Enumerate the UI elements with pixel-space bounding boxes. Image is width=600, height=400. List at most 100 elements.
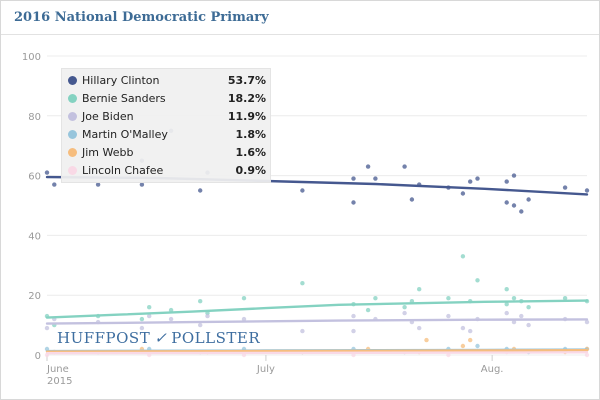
- data-point: [351, 200, 356, 205]
- legend-label: Lincoln Chafee: [82, 164, 164, 177]
- data-point: [198, 188, 203, 193]
- y-tick-label: 0: [35, 351, 41, 362]
- legend-item[interactable]: Joe Biden 11.9%: [62, 108, 270, 126]
- data-point: [519, 313, 524, 319]
- data-point: [44, 325, 50, 331]
- trend-line: [45, 349, 589, 353]
- y-tick-label: 100: [22, 52, 41, 63]
- legend-value: 18.2%: [227, 92, 266, 105]
- data-point: [147, 305, 152, 310]
- brand-huffpost: HUFFPOST: [57, 329, 151, 347]
- data-point: [300, 281, 305, 286]
- data-point: [417, 287, 422, 292]
- x-tick-label: July: [256, 364, 275, 375]
- legend-value: 1.6%: [235, 146, 266, 159]
- data-point: [241, 316, 247, 322]
- legend-item[interactable]: Martin O'Malley 1.8%: [62, 126, 270, 144]
- data-point: [562, 296, 568, 301]
- data-point: [300, 188, 305, 193]
- data-point: [446, 313, 451, 319]
- data-point: [504, 287, 509, 292]
- data-point: [198, 299, 203, 304]
- data-point: [526, 197, 531, 202]
- data-point: [365, 164, 371, 169]
- data-point: [147, 313, 152, 319]
- data-point: [526, 305, 531, 310]
- data-point: [402, 310, 407, 316]
- chart-legend: Hillary Clinton 53.7% Bernie Sanders 18.2% J…: [61, 68, 271, 183]
- legend-item[interactable]: Jim Webb 1.6%: [62, 144, 270, 162]
- legend-swatch-icon: [68, 94, 77, 103]
- legend-item[interactable]: Lincoln Chafee 0.9%: [62, 162, 270, 180]
- data-point: [504, 310, 509, 316]
- legend-swatch-icon: [68, 130, 77, 139]
- data-point: [511, 296, 517, 301]
- data-point: [300, 328, 305, 334]
- data-point: [504, 200, 509, 205]
- data-point: [417, 325, 422, 331]
- trend-line: [45, 318, 589, 325]
- legend-value: 0.9%: [235, 164, 266, 177]
- legend-swatch-icon: [68, 166, 77, 175]
- data-point: [373, 176, 378, 181]
- data-point: [139, 182, 145, 187]
- legend-swatch-icon: [68, 112, 77, 121]
- legend-label: Martin O'Malley: [82, 128, 168, 141]
- data-point: [168, 316, 174, 322]
- legend-label: Bernie Sanders: [82, 92, 166, 105]
- y-tick-label: 80: [28, 112, 41, 123]
- data-point: [584, 319, 590, 325]
- data-point: [446, 352, 451, 358]
- trend-line: [45, 299, 589, 319]
- data-point: [139, 316, 145, 322]
- legend-label: Hillary Clinton: [82, 74, 160, 87]
- x-tick-label: Aug.: [481, 364, 504, 375]
- data-point: [511, 319, 517, 325]
- legend-value: 53.7%: [227, 74, 266, 87]
- data-point: [468, 328, 473, 334]
- legend-item[interactable]: Bernie Sanders 18.2%: [62, 90, 270, 108]
- data-point: [460, 343, 466, 349]
- data-point: [241, 296, 247, 301]
- y-tick-label: 60: [28, 172, 41, 183]
- data-point: [475, 343, 480, 349]
- legend-value: 1.8%: [235, 128, 266, 141]
- data-point: [475, 278, 480, 283]
- data-point: [402, 164, 407, 169]
- data-point: [446, 296, 451, 301]
- data-point: [460, 191, 466, 196]
- data-point: [351, 176, 356, 181]
- data-point: [205, 313, 210, 319]
- data-point: [409, 197, 415, 202]
- data-point: [351, 313, 356, 319]
- data-point: [460, 254, 466, 259]
- data-point: [511, 173, 517, 178]
- brand-pollster: POLLSTER: [171, 329, 261, 347]
- legend-item[interactable]: Hillary Clinton 53.7%: [62, 72, 270, 90]
- data-point: [475, 176, 480, 181]
- data-point: [511, 203, 517, 208]
- legend-swatch-icon: [68, 76, 77, 85]
- data-point: [373, 296, 378, 301]
- data-point: [52, 182, 57, 187]
- legend-value: 11.9%: [227, 110, 266, 123]
- data-point: [584, 188, 590, 193]
- y-tick-label: 40: [28, 231, 41, 242]
- x-tick-label: June: [46, 364, 69, 375]
- legend-label: Joe Biden: [82, 110, 134, 123]
- x-tick-sublabel: 2015: [47, 376, 72, 387]
- trend-line: [45, 351, 589, 355]
- data-point: [351, 328, 356, 334]
- data-point: [468, 179, 473, 184]
- legend-swatch-icon: [68, 148, 77, 157]
- brand-separator-icon: ✓: [154, 329, 168, 347]
- title-divider: [1, 34, 599, 35]
- chart-title: 2016 National Democratic Primary: [14, 10, 269, 25]
- data-point: [584, 352, 590, 358]
- data-point: [519, 209, 524, 214]
- data-point: [504, 179, 509, 184]
- data-point: [44, 170, 50, 175]
- data-point: [562, 185, 568, 190]
- data-point: [139, 325, 145, 331]
- data-point: [460, 325, 466, 331]
